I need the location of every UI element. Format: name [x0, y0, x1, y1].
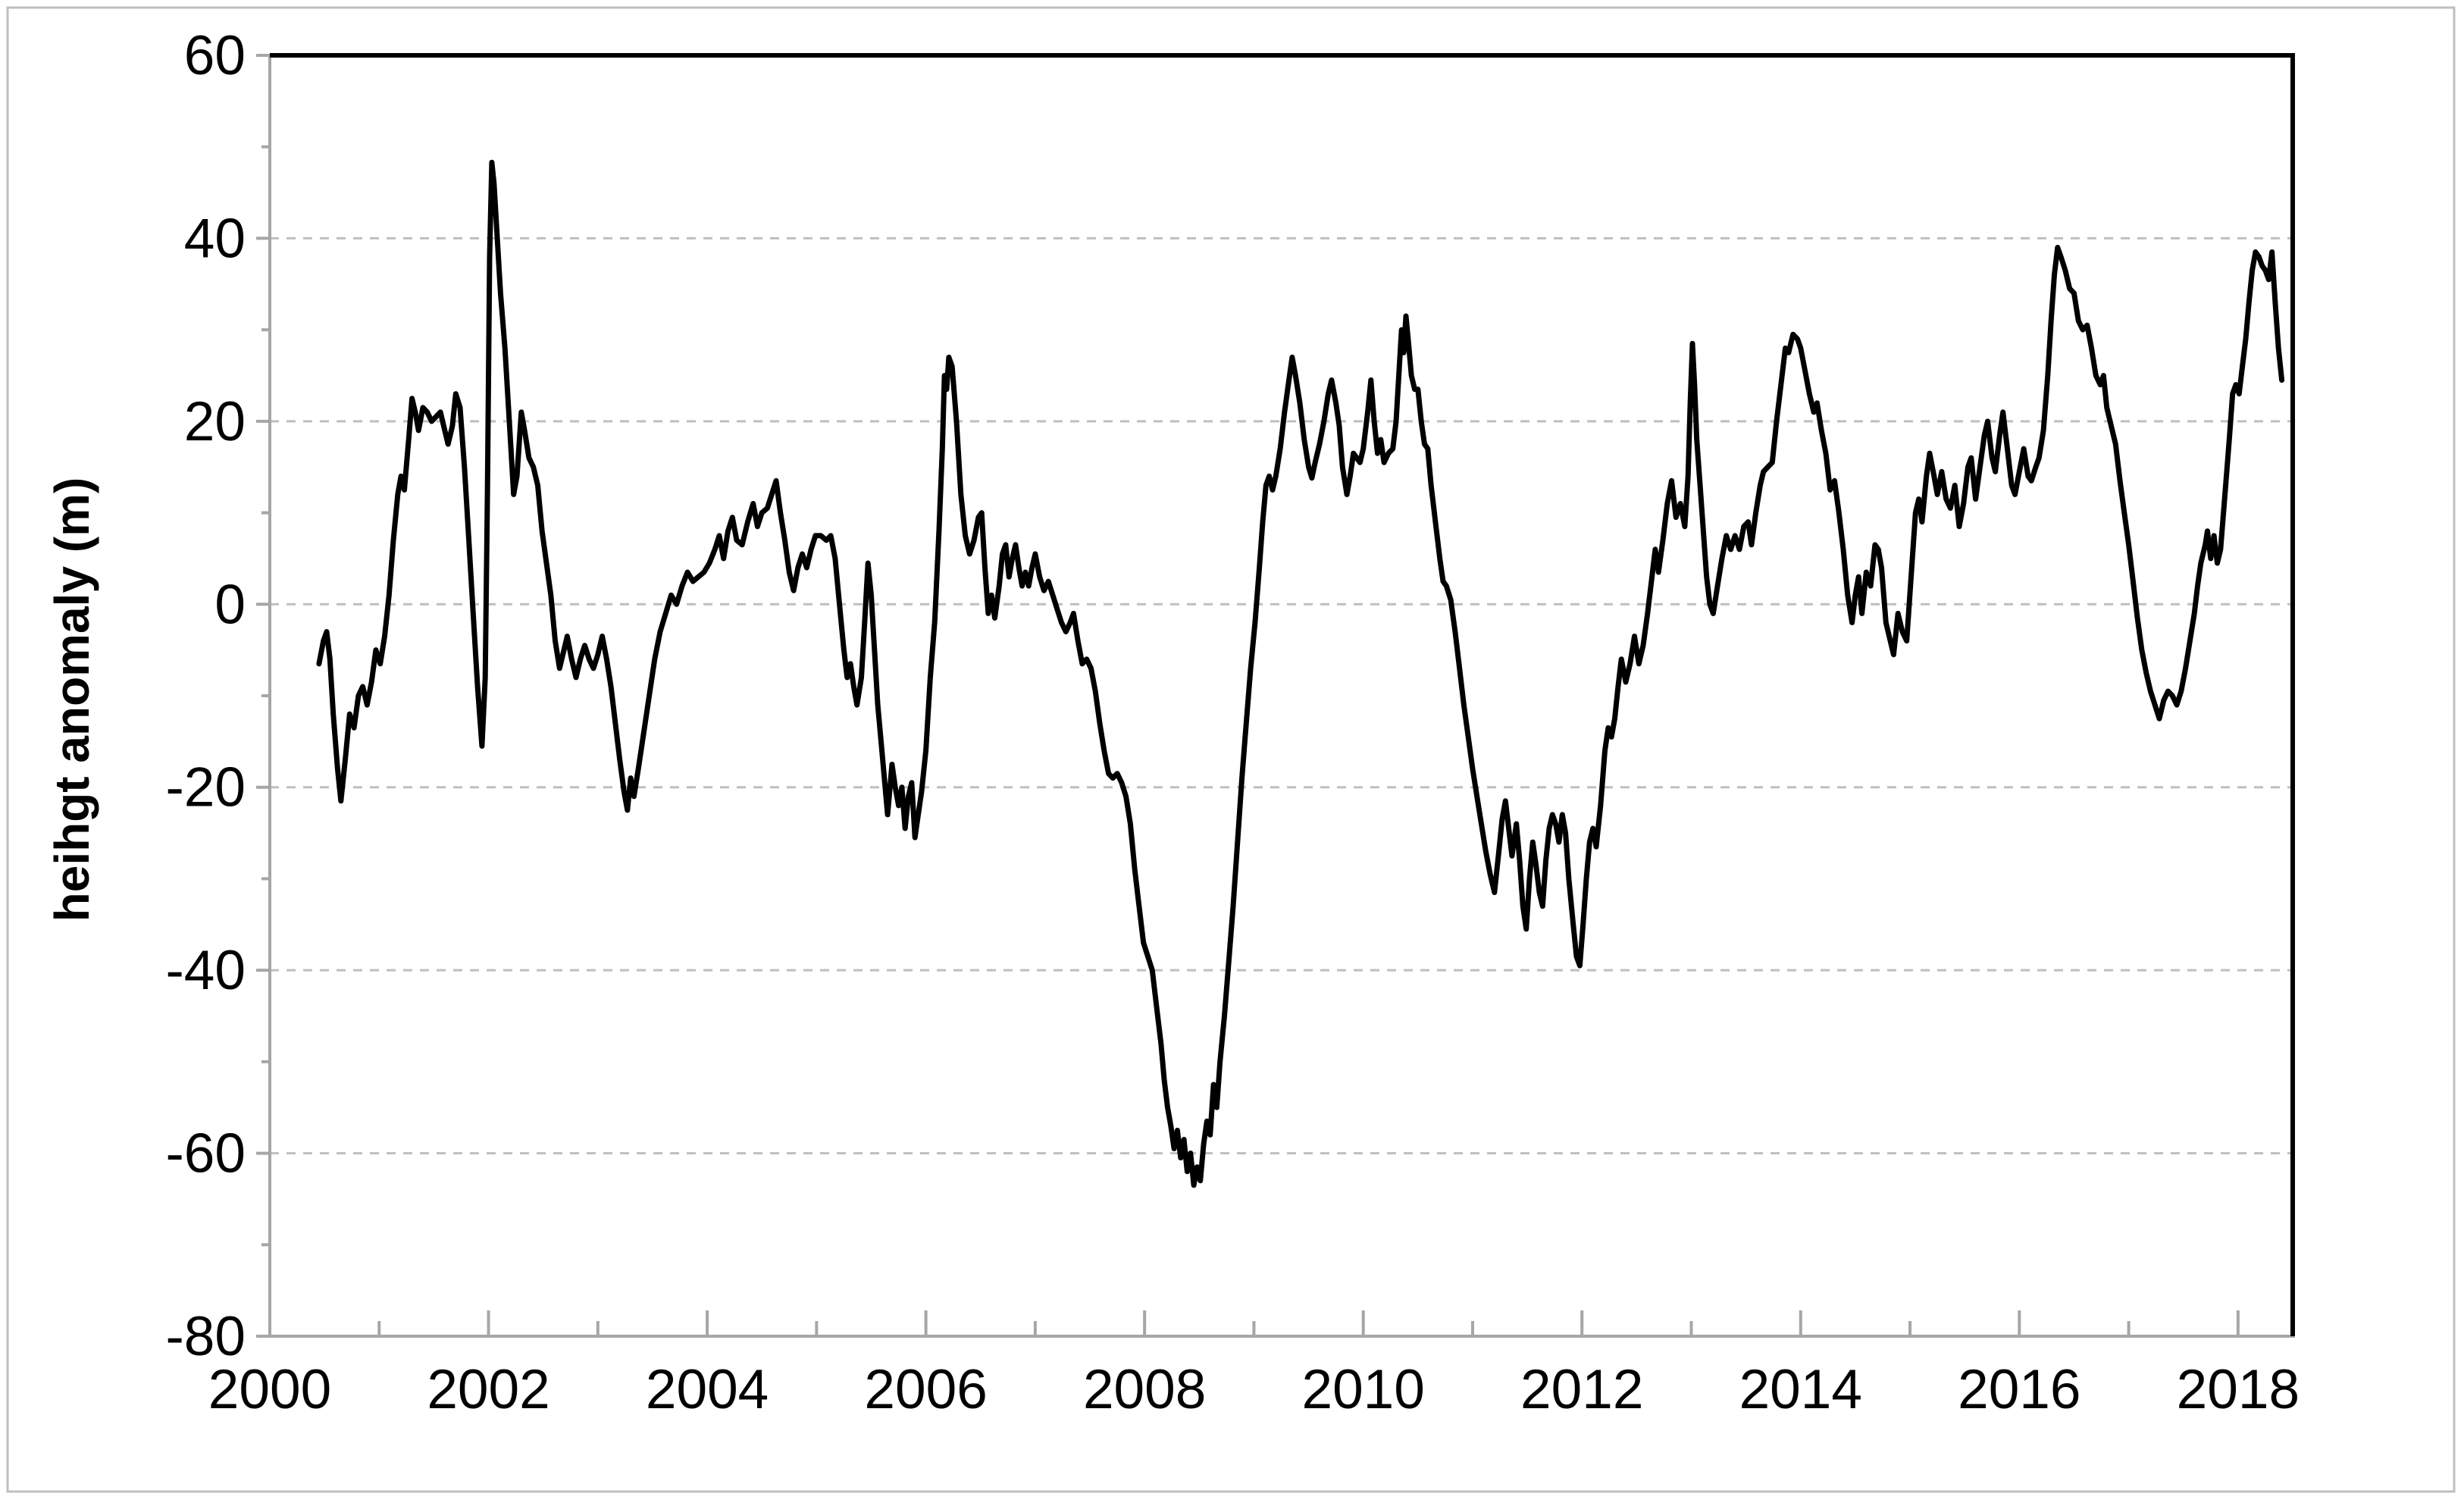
y-tick-label-40: 40	[184, 208, 246, 269]
y-tick-label--20: -20	[165, 757, 246, 819]
figure-border	[6, 6, 2456, 1493]
x-tick-label-2014: 2014	[1739, 1359, 1862, 1420]
x-tick-label-2016: 2016	[1958, 1359, 2080, 1420]
x-tick-label-2000: 2000	[208, 1359, 331, 1420]
x-tick-label-2008: 2008	[1083, 1359, 1206, 1420]
y-tick-label-60: 60	[184, 25, 246, 86]
y-tick-label-0: 0	[214, 574, 246, 635]
x-tick-label-2018: 2018	[2177, 1359, 2300, 1420]
y-tick-label--60: -60	[165, 1123, 246, 1185]
y-tick-label-20: 20	[184, 391, 246, 452]
x-tick-label-2002: 2002	[427, 1359, 549, 1420]
y-axis-title: heihgt anomaly (m)	[45, 477, 99, 922]
y-tick-label--40: -40	[165, 940, 246, 1001]
x-tick-label-2010: 2010	[1301, 1359, 1424, 1420]
x-tick-label-2012: 2012	[1520, 1359, 1643, 1420]
series-line-height-anomaly	[316, 159, 2285, 1188]
y-tick-label--80: -80	[165, 1306, 246, 1367]
x-tick-label-2006: 2006	[864, 1359, 987, 1420]
x-tick-label-2004: 2004	[646, 1359, 769, 1420]
